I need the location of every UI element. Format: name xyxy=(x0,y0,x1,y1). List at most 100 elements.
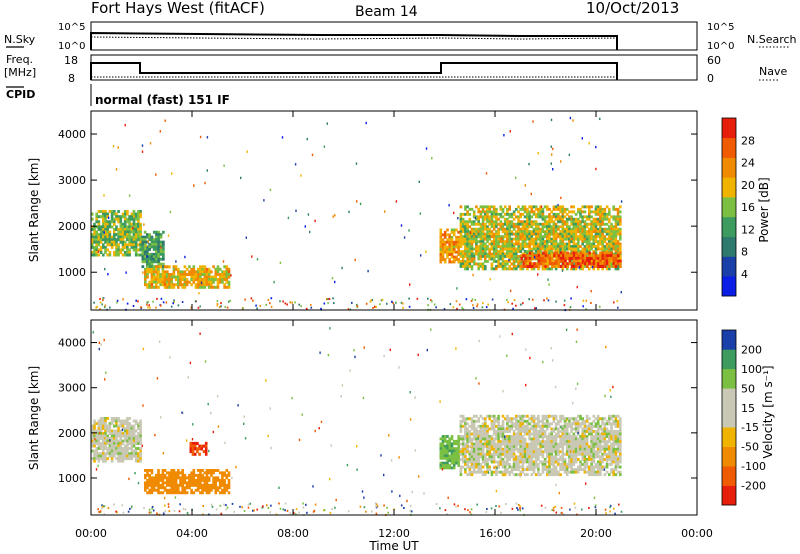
power-sparse-cell xyxy=(204,181,206,185)
power-sparse-cell xyxy=(365,121,367,125)
vel-echo-cell xyxy=(170,481,173,485)
power-echo-cell xyxy=(157,238,161,241)
vel-echo-cell xyxy=(581,427,584,431)
power-echo-cell xyxy=(512,257,516,261)
power-scatter-cell xyxy=(462,308,465,311)
vel-echo-cell xyxy=(174,486,178,490)
vel-echo-cell xyxy=(464,435,467,438)
vel-echo-cell xyxy=(481,455,485,459)
power-echo-cell xyxy=(439,240,443,244)
vel-echo-cell xyxy=(495,442,498,446)
vel-echo-cell xyxy=(91,449,94,453)
power-echo-cell xyxy=(577,240,580,244)
vel-echo-cell xyxy=(610,450,613,454)
power-echo-cell xyxy=(605,215,609,219)
vel-echo-cell xyxy=(541,465,545,469)
power-echo-cell xyxy=(106,248,109,252)
vel-echo-cell xyxy=(603,437,607,441)
vel-echo-cell xyxy=(495,432,498,436)
vel-echo-cell xyxy=(470,450,474,454)
power-echo-cell xyxy=(548,254,552,258)
vel-echo-cell xyxy=(557,463,560,466)
power-sparse-cell xyxy=(532,120,534,123)
vel-echo-cell xyxy=(601,432,604,436)
vel-echo-cell xyxy=(159,473,162,477)
power-echo-cell xyxy=(554,230,558,234)
vel-echo-cell xyxy=(594,437,598,441)
vel-echo-cell xyxy=(543,465,547,469)
power-echo-cell xyxy=(521,227,525,231)
power-scatter-cell xyxy=(613,301,615,304)
power-echo-cell xyxy=(517,255,520,258)
power-sparse-cell xyxy=(409,283,411,286)
vel-echo-cell xyxy=(484,417,487,421)
vel-echo-cell xyxy=(225,483,229,487)
power-echo-cell xyxy=(599,259,602,263)
power-echo-cell xyxy=(106,230,109,234)
power-echo-cell xyxy=(515,225,518,229)
vel-echo-cell xyxy=(532,419,536,423)
power-echo-cell xyxy=(486,230,489,234)
power-echo-cell xyxy=(95,215,98,219)
power-echo-cell xyxy=(564,251,567,255)
vel-echo-cell xyxy=(479,455,483,459)
power-echo-cell xyxy=(574,230,578,234)
power-echo-cell xyxy=(446,228,449,232)
power-echo-cell xyxy=(557,215,560,219)
power-echo-cell xyxy=(161,278,165,282)
power-echo-cell xyxy=(559,251,563,255)
vel-echo-cell xyxy=(490,419,494,423)
vel-echo-cell xyxy=(590,468,593,471)
vel-echo-cell xyxy=(484,440,487,444)
vel-echo-cell xyxy=(486,447,489,451)
vel-echo-cell xyxy=(455,449,458,453)
power-echo-cell xyxy=(148,283,151,287)
power-echo-cell xyxy=(586,264,589,268)
vel-echo-cell xyxy=(605,427,609,431)
vel-echo-cell xyxy=(470,447,474,451)
power-echo-cell xyxy=(554,257,558,261)
power-echo-cell xyxy=(590,256,594,260)
vel-echo-cell xyxy=(537,447,540,451)
power-echo-cell xyxy=(596,205,600,209)
power-echo-cell xyxy=(139,228,142,231)
power-echo-region-0 xyxy=(91,210,142,257)
vel-echo-cell xyxy=(115,437,118,440)
vel-echo-cell xyxy=(117,429,120,433)
vel-echo-cell xyxy=(115,429,118,433)
power-echo-cell xyxy=(466,225,469,229)
vel-echo-cell xyxy=(599,437,602,441)
power-sparse-cell xyxy=(334,280,336,284)
vel-echo-cell xyxy=(106,447,109,450)
vel-echo-cell xyxy=(486,437,489,441)
vel-echo-cell xyxy=(466,442,469,446)
power-echo-cell xyxy=(137,228,140,231)
power-echo-cell xyxy=(539,212,542,216)
power-echo-cell xyxy=(541,225,545,229)
power-scatter-cell xyxy=(170,305,173,308)
vel-echo-cell xyxy=(196,476,200,480)
vel-echo-cell xyxy=(223,473,226,477)
power-echo-cell xyxy=(141,257,145,261)
power-echo-cell xyxy=(95,225,98,229)
vel-echo-cell xyxy=(565,465,569,469)
power-echo-cell xyxy=(201,273,204,276)
power-echo-cell xyxy=(548,267,551,271)
power-echo-cell xyxy=(601,262,605,266)
power-echo-cell xyxy=(155,270,158,274)
power-echo-cell xyxy=(499,252,503,256)
vel-echo-cell xyxy=(523,450,527,454)
power-echo-cell xyxy=(205,283,209,287)
power-echo-cell xyxy=(616,222,620,226)
vel-echo-cell xyxy=(166,491,169,495)
power-echo-cell xyxy=(534,250,538,253)
power-echo-cell xyxy=(174,278,178,282)
vel-echo-cell xyxy=(612,455,615,459)
vel-echo-cell xyxy=(559,419,562,423)
vel-echo-cell xyxy=(517,442,520,446)
power-echo-cell xyxy=(605,245,609,248)
vel-echo-cell xyxy=(470,458,474,461)
power-echo-cell xyxy=(450,253,454,256)
vel-echo-cell xyxy=(221,478,224,482)
power-echo-cell xyxy=(188,270,191,274)
